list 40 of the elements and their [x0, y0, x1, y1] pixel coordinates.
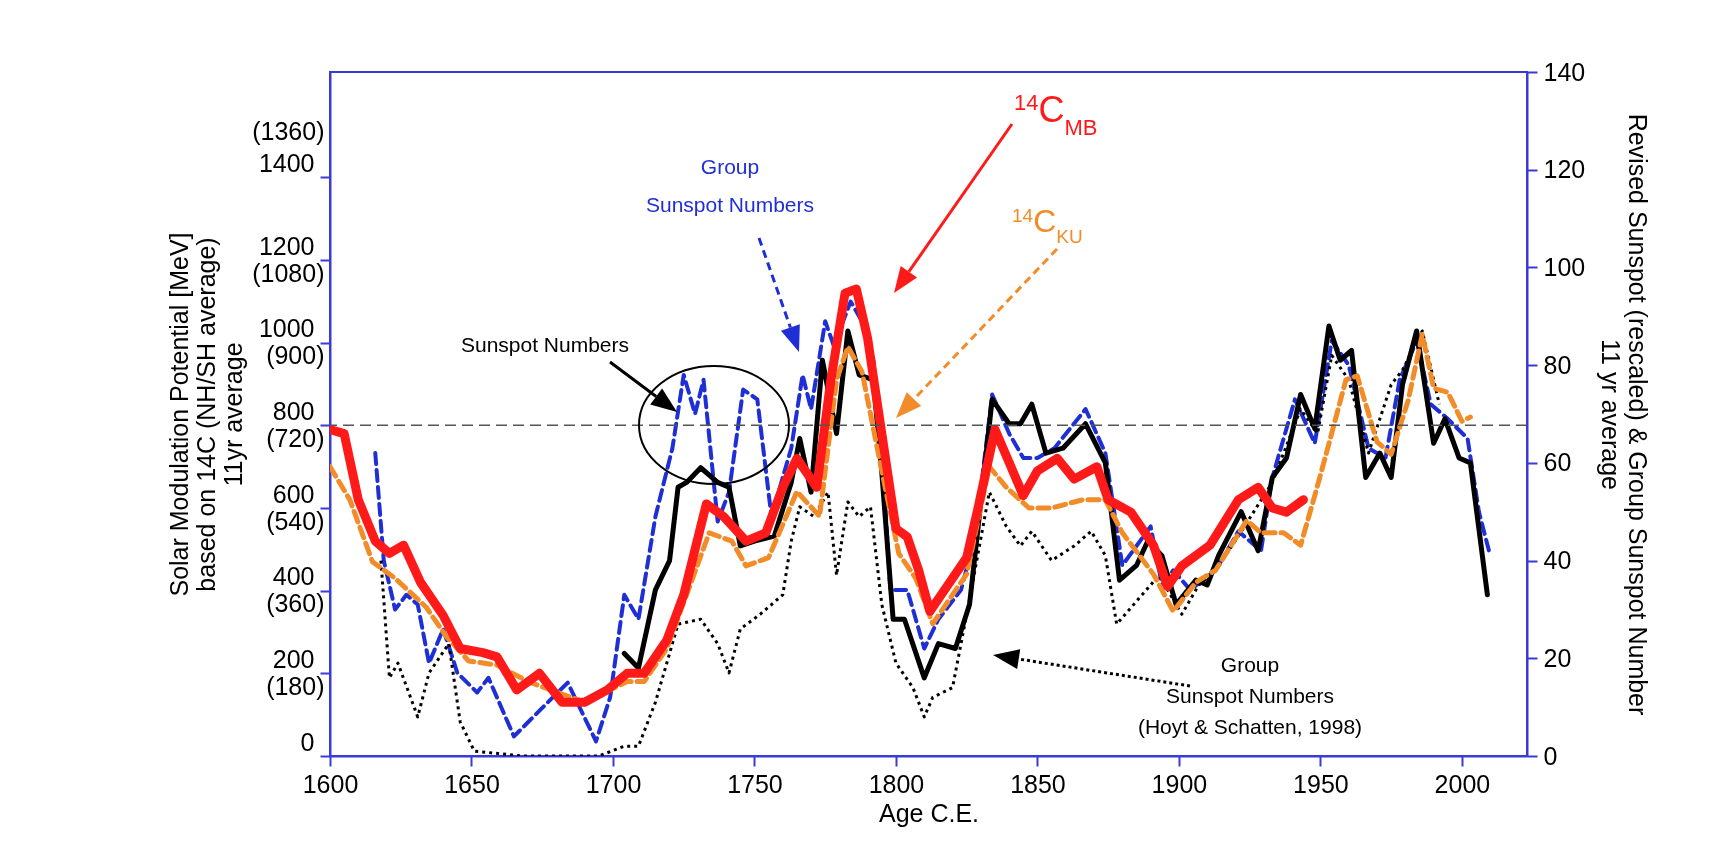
x-tick-label: 1850: [1010, 769, 1066, 798]
x-tick-label: 1650: [444, 769, 500, 798]
y3-tick-label: (180): [266, 671, 325, 700]
text: Sunspot Numbers: [460, 333, 630, 356]
x-axis-title: Age C.E.: [878, 798, 980, 827]
y3-tick-label: (360): [266, 589, 325, 618]
y2-tick-label: 140: [1543, 57, 1586, 86]
y3-tick-label: (900): [266, 341, 325, 370]
y3-tick-label: (1360): [252, 116, 325, 145]
y-tick-label: 400: [272, 562, 315, 591]
text: $^{14}$C$_{MB}$: [1014, 89, 1098, 140]
y3-tick-label: (720): [266, 423, 325, 452]
y2-tick-label: 60: [1543, 448, 1572, 477]
x-tick-label: 1950: [1293, 769, 1349, 798]
y-tick-label: 1400: [258, 148, 315, 177]
y2-tick-label: 80: [1543, 350, 1572, 379]
y-tick-label: 600: [272, 479, 315, 508]
y2-tick-label: 20: [1543, 643, 1572, 672]
x-tick-label: 1800: [868, 769, 925, 798]
y2-tick-label: 0: [1543, 741, 1558, 770]
text: Group Sunspot Numbers: [645, 155, 815, 216]
y2-tick-label: 40: [1543, 546, 1572, 575]
y-tick-label: 200: [272, 644, 315, 673]
y-tick-label: 1000: [258, 314, 315, 343]
text: $^{14}$C$_{KU}$: [1012, 203, 1083, 247]
y-tick-label: 1200: [258, 231, 315, 260]
x-tick-label: 2000: [1434, 769, 1491, 798]
x-tick-label: 1750: [727, 769, 783, 798]
y3-tick-label: (1080): [252, 258, 325, 287]
y-tick-label: 0: [300, 727, 315, 756]
y2-tick-label: 100: [1543, 252, 1586, 281]
y3-tick-label: (540): [266, 506, 325, 535]
series-label: Group Sunspot Numbers (Hoyt & Schatten, 1998): [1137, 653, 1363, 738]
x-tick-label: 1700: [585, 769, 642, 798]
y-tick-label: 800: [272, 396, 315, 425]
y2-axis-title: Revised Sunspot (rescaled) & Group Sunspot Number 11 yr average: [1597, 113, 1653, 716]
x-tick-label: 1900: [1151, 769, 1208, 798]
x-tick-label: 1600: [302, 769, 359, 798]
y2-tick-label: 120: [1543, 155, 1586, 184]
y-axis-title: Solar Modulation Potential [MeV] based on 14C (NH/SH average) 11yr average: [164, 232, 247, 597]
